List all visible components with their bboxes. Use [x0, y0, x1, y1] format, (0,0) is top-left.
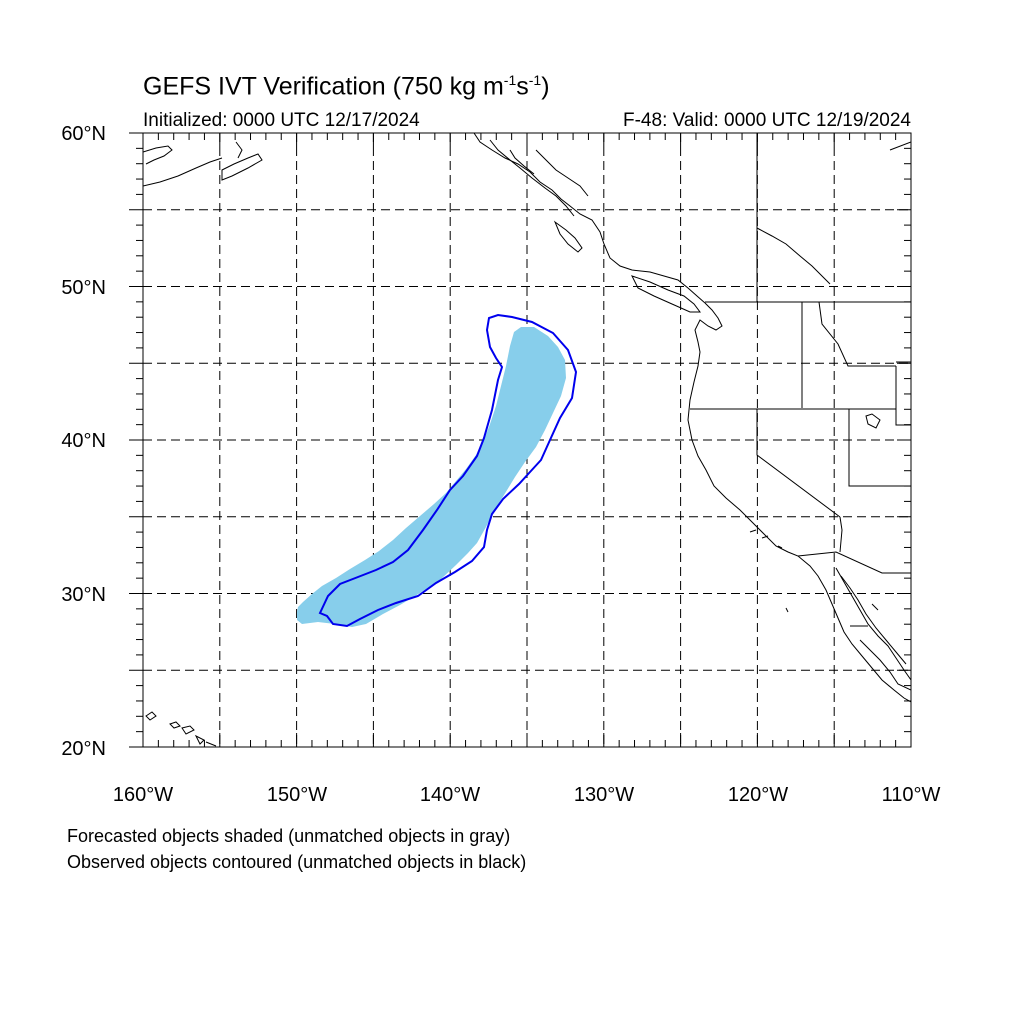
lat-label-50n: 50°N [61, 277, 106, 299]
lon-label-120w: 120°W [727, 784, 789, 806]
observed-object-contour [318, 313, 578, 628]
axis-ticks [129, 132, 912, 748]
lat-label-30n: 30°N [61, 584, 106, 606]
footnote-observed: Observed objects contoured (unmatched ob… [67, 852, 527, 872]
lat-label-60n: 60°N [61, 123, 106, 145]
lon-label-160w: 160°W [112, 784, 174, 806]
coastlines [143, 133, 911, 747]
lon-label-110w: 110°W [881, 784, 941, 806]
initialized-time: Initialized: 0000 UTC 12/17/2024 [143, 110, 420, 131]
lat-label-20n: 20°N [61, 738, 106, 760]
forecast-object-shading [297, 327, 566, 627]
lon-label-140w: 140°W [419, 784, 481, 806]
footnote-forecast: Forecasted objects shaded (unmatched obj… [67, 826, 511, 846]
lon-label-130w: 130°W [573, 784, 635, 806]
valid-time: F-48: Valid: 0000 UTC 12/19/2024 [623, 110, 911, 131]
lat-label-40n: 40°N [61, 430, 106, 452]
lon-label-150w: 150°W [266, 784, 328, 806]
map-title: GEFS IVT Verification (750 kg m-1s-1) [143, 72, 550, 101]
